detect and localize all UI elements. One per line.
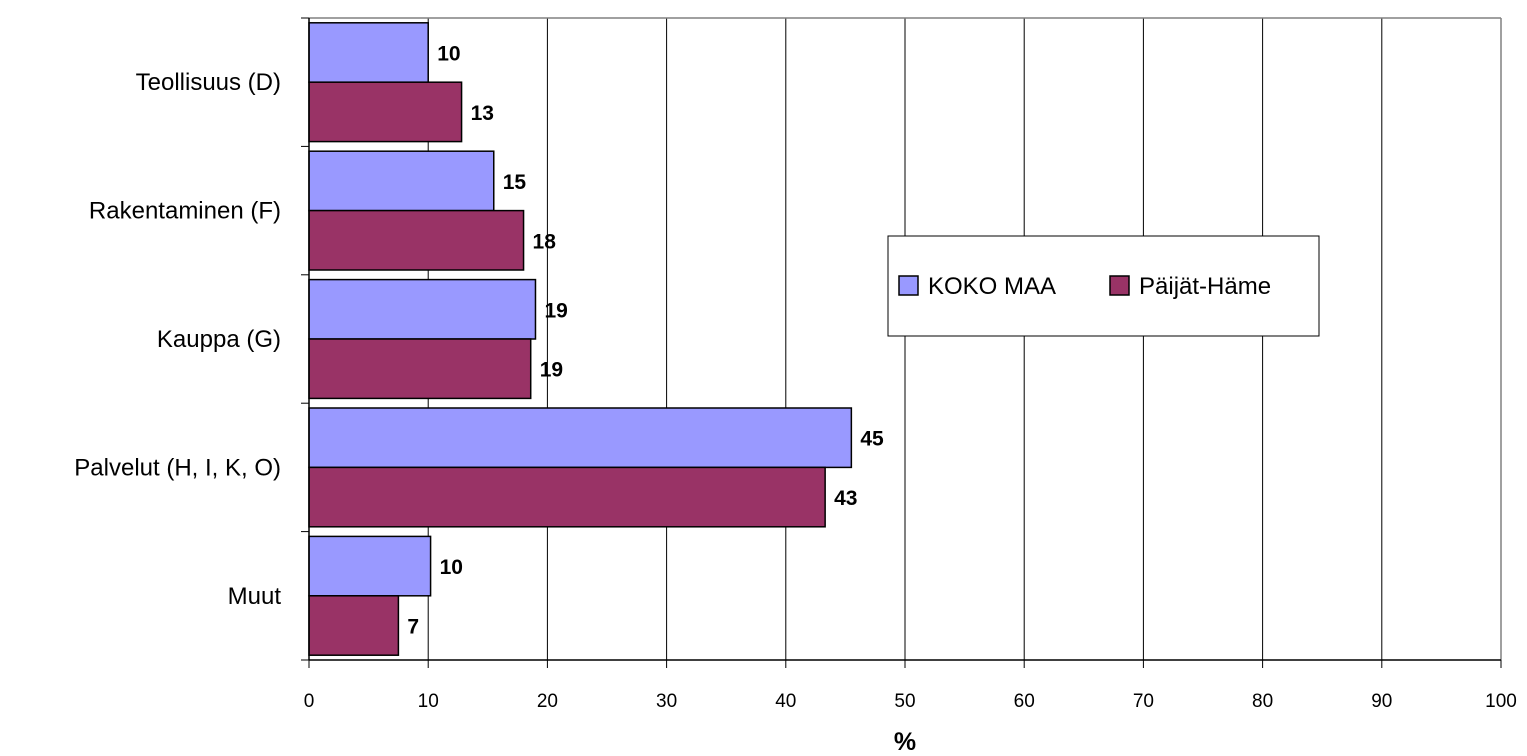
x-tick-label: 70 (1133, 691, 1154, 712)
x-tick-label: 30 (656, 691, 677, 712)
data-label: 45 (860, 428, 884, 451)
data-label: 13 (471, 102, 494, 125)
category-label: Rakentaminen (F) (89, 198, 281, 225)
bar (308, 595, 400, 656)
bar (308, 278, 537, 340)
legend-box (887, 235, 1320, 337)
legend: KOKO MAA Päijät-Häme (887, 235, 1320, 337)
x-tick-label: 0 (304, 691, 315, 712)
data-label: 10 (440, 556, 463, 579)
data-label: 19 (544, 299, 567, 322)
data-label: 18 (533, 230, 557, 253)
category-label: Muut (228, 583, 282, 610)
bar (308, 338, 532, 400)
x-axis-title: % (894, 728, 916, 756)
x-tick-label: 50 (894, 691, 915, 712)
x-tick-label: 90 (1371, 691, 1392, 712)
bars (308, 22, 853, 656)
legend-swatch (898, 275, 919, 296)
x-tick-label: 100 (1485, 691, 1517, 712)
legend-label: Päijät-Häme (1139, 273, 1271, 300)
x-tick-label: 40 (775, 691, 796, 712)
bar (308, 81, 463, 143)
data-label: 10 (437, 43, 460, 66)
x-tick-label: 10 (418, 691, 439, 712)
bar (308, 209, 525, 271)
bar (308, 466, 826, 528)
x-tick-label: 60 (1014, 691, 1035, 712)
data-label: 15 (503, 171, 527, 194)
bar (308, 407, 853, 469)
gridlines (427, 18, 1502, 660)
x-tick-label: 20 (537, 691, 558, 712)
bar (308, 150, 495, 212)
data-label: 7 (407, 616, 419, 639)
data-label: 19 (540, 359, 563, 382)
labels: 0 10 20 30 40 50 60 70 80 90 100 Teollisuus (D) Rake… (74, 43, 1517, 756)
category-label: Teollisuus (D) (136, 69, 281, 96)
axes (301, 17, 1502, 668)
bar (308, 535, 432, 597)
category-label: Palvelut (H, I, K, O) (74, 454, 281, 481)
legend-swatch (1109, 275, 1130, 296)
category-label: Kauppa (G) (157, 326, 281, 353)
data-label: 43 (834, 487, 857, 510)
bar (308, 22, 429, 83)
legend-label: KOKO MAA (928, 273, 1056, 300)
x-tick-label: 80 (1252, 691, 1273, 712)
